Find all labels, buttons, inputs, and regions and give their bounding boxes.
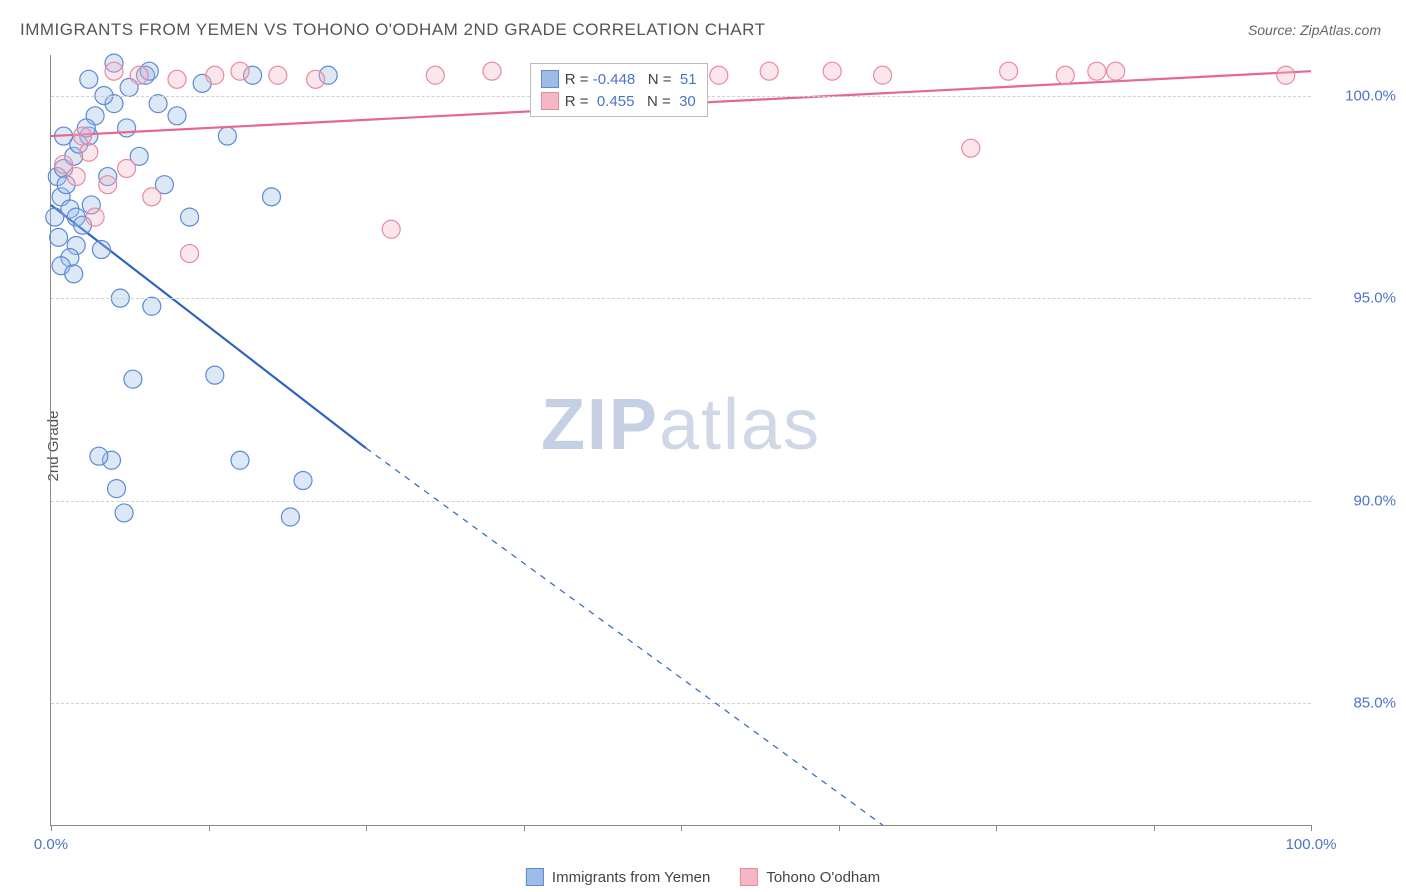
source-label: Source: ZipAtlas.com — [1248, 22, 1381, 38]
legend-label: Tohono O'odham — [766, 869, 880, 886]
stats-legend: R = -0.448 N = 51 R = 0.455 N = 30 — [530, 63, 708, 117]
legend-item: Immigrants from Yemen — [526, 868, 710, 886]
x-tick-label: 100.0% — [1286, 836, 1337, 853]
x-tick — [681, 825, 682, 831]
chart-title: IMMIGRANTS FROM YEMEN VS TOHONO O'ODHAM … — [20, 20, 765, 40]
legend-swatch — [740, 868, 758, 886]
legend-item: Tohono O'odham — [740, 868, 880, 886]
plot-svg — [51, 55, 1311, 825]
x-tick — [839, 825, 840, 831]
x-tick — [1311, 825, 1312, 831]
x-tick — [524, 825, 525, 831]
gridline — [51, 298, 1311, 299]
x-tick — [209, 825, 210, 831]
y-tick-label: 90.0% — [1321, 492, 1396, 509]
x-tick — [1154, 825, 1155, 831]
gridline — [51, 703, 1311, 704]
legend-swatch — [526, 868, 544, 886]
bottom-legend: Immigrants from Yemen Tohono O'odham — [526, 868, 880, 886]
y-tick-label: 95.0% — [1321, 290, 1396, 307]
x-tick — [996, 825, 997, 831]
legend-label: Immigrants from Yemen — [552, 869, 710, 886]
x-tick-label: 0.0% — [34, 836, 68, 853]
y-tick-label: 85.0% — [1321, 695, 1396, 712]
stats-legend-row: R = -0.448 N = 51 — [541, 70, 697, 88]
legend-swatch — [541, 70, 559, 88]
x-tick — [366, 825, 367, 831]
plot-area: ZIPatlas 85.0%90.0%95.0%100.0%0.0%100.0%… — [50, 55, 1311, 826]
stats-legend-row: R = 0.455 N = 30 — [541, 92, 697, 110]
y-tick-label: 100.0% — [1321, 87, 1396, 104]
x-tick — [51, 825, 52, 831]
gridline — [51, 501, 1311, 502]
legend-swatch — [541, 92, 559, 110]
